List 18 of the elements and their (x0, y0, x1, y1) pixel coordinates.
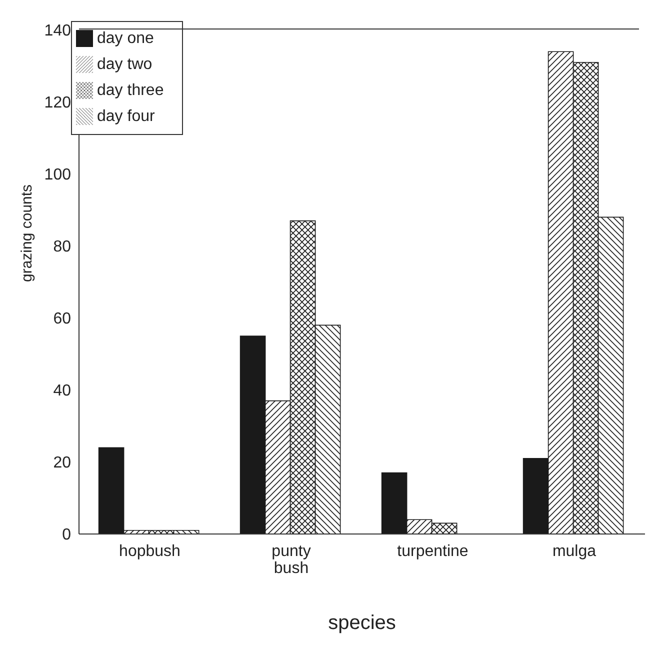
legend-label: day three (97, 82, 164, 99)
y-tick-label: 20 (53, 454, 72, 472)
x-axis-title: species (328, 612, 396, 634)
x-tick-label: mulga (552, 543, 596, 560)
x-tick-label: turpentine (397, 543, 468, 560)
y-tick-label: 120 (44, 94, 72, 112)
legend-label: day one (97, 30, 154, 47)
y-tick-label: 40 (53, 382, 72, 400)
legend-label: day two (97, 56, 152, 73)
x-tick-label: hopbush (119, 543, 180, 560)
y-tick-label: 60 (53, 310, 72, 328)
y-tick-label: 0 (62, 526, 72, 544)
x-tick-label: punty bush (272, 543, 311, 577)
y-tick-label: 140 (44, 22, 72, 40)
y-tick-label: 100 (44, 166, 72, 184)
legend-label: day four (97, 108, 155, 125)
y-axis-title: grazing counts (18, 184, 36, 282)
y-tick-label: 80 (53, 238, 72, 256)
